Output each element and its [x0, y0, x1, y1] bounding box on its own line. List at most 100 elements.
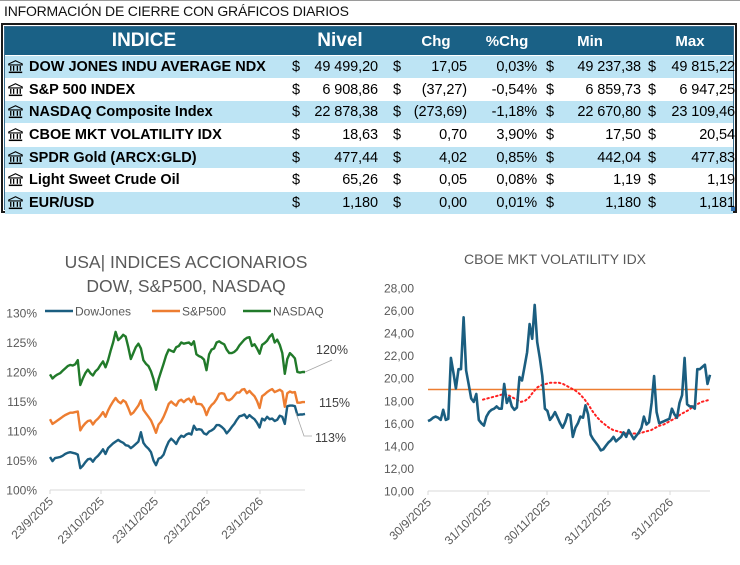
index-name-cell[interactable]: Light Sweet Crude Oil: [5, 170, 283, 192]
max-cell[interactable]: 477,83: [691, 149, 735, 166]
currency-symbol: $: [648, 81, 657, 98]
max-cell[interactable]: 1,19: [707, 172, 735, 189]
y-tick-label: 26,00: [384, 304, 414, 318]
currency-symbol: $: [393, 81, 402, 98]
bank-building-icon: [8, 128, 23, 142]
legend-label[interactable]: S&P500: [182, 305, 226, 319]
currency-symbol: $: [648, 58, 657, 75]
currency-symbol: $: [292, 149, 301, 166]
header-chg[interactable]: Chg: [421, 32, 451, 50]
currency-symbol: $: [546, 81, 555, 98]
legend-label[interactable]: DowJones: [75, 305, 131, 319]
table-row[interactable]: S&P 500 INDEX $6 908,86 $ (37,27) -0,54% $6 8…: [5, 77, 735, 101]
nivel-cell[interactable]: 18,63: [342, 126, 378, 143]
chg-cell[interactable]: 0,00: [439, 195, 467, 212]
pchg-cell[interactable]: -0,54%: [491, 81, 537, 98]
nivel-cell[interactable]: 1,180: [342, 195, 378, 212]
header-max[interactable]: Max: [675, 32, 705, 50]
x-tick-label: 23/11/2025: [109, 494, 161, 546]
chg-cell[interactable]: (37,27): [421, 81, 467, 98]
series-line-sp500: [48, 387, 305, 435]
chg-cell[interactable]: (273,69): [413, 104, 467, 121]
currency-symbol: $: [292, 126, 301, 143]
index-name: SPDR Gold (ARCX:GLD): [29, 149, 197, 166]
header-indice[interactable]: INDICE: [111, 30, 177, 51]
chg-cell[interactable]: 17,05: [431, 58, 467, 75]
nivel-cell[interactable]: 65,26: [342, 172, 378, 189]
table-row[interactable]: NASDAQ Composite Index $22 878,38 $ (273,69…: [5, 100, 735, 124]
leader-line: [304, 359, 333, 373]
y-tick-label: 100%: [6, 484, 37, 498]
header-pchg[interactable]: %Chg: [485, 32, 529, 50]
y-tick-label: 24,00: [384, 327, 414, 341]
chart-legend: DowJones S&P500 NASDAQ: [45, 305, 324, 319]
index-name-cell[interactable]: CBOE MKT VOLATILITY IDX: [5, 124, 283, 146]
pchg-cell[interactable]: 0,03%: [496, 58, 537, 75]
nivel-cell[interactable]: 22 878,38: [314, 104, 378, 121]
nivel-cell[interactable]: 49 499,20: [314, 58, 378, 75]
min-cell[interactable]: 1,19: [613, 172, 641, 189]
x-tick-label: 30/11/2025: [501, 495, 553, 547]
end-label-nasdaq: 120%: [316, 343, 348, 357]
header-min[interactable]: Min: [577, 32, 603, 50]
y-tick-label: 14,00: [384, 439, 414, 453]
table-row[interactable]: CBOE MKT VOLATILITY IDX $18,63 $0,70 3,90% $…: [5, 123, 735, 146]
y-tick-label: 125%: [6, 336, 37, 350]
bank-building-icon: [8, 105, 23, 119]
plot-area: [48, 330, 306, 470]
pchg-cell[interactable]: 0,01%: [496, 195, 537, 212]
top-border: [0, 0, 740, 1]
chart-subtitle: DOW, S&P500, NASDAQ: [86, 276, 285, 296]
index-name-cell[interactable]: EUR/USD: [5, 192, 283, 214]
table-row[interactable]: DOW JONES INDU AVERAGE NDX $49 499,20 $17,…: [5, 55, 735, 78]
max-cell[interactable]: 23 109,46: [671, 104, 735, 121]
nivel-cell[interactable]: 6 908,86: [322, 81, 378, 98]
header-nivel[interactable]: Nivel: [317, 30, 363, 51]
x-tick-label: 31/12/2025: [562, 495, 615, 548]
pchg-cell[interactable]: -1,18%: [491, 104, 537, 121]
end-labels: 120% 115% 113%: [295, 343, 350, 445]
max-cell[interactable]: 6 947,25: [679, 81, 735, 98]
table-row[interactable]: EUR/USD $1,180 $0,00 0,01% $1,180 $1,181: [5, 191, 735, 214]
currency-symbol: $: [648, 195, 657, 212]
legend-label[interactable]: NASDAQ: [273, 305, 324, 319]
y-axis: 100% 105% 110% 115% 120% 125% 130%: [6, 307, 37, 498]
currency-symbol: $: [546, 195, 555, 212]
max-cell[interactable]: 20,54: [699, 126, 735, 143]
currency-symbol: $: [546, 104, 555, 121]
index-name-cell[interactable]: SPDR Gold (ARCX:GLD): [5, 147, 283, 169]
min-cell[interactable]: 17,50: [605, 126, 641, 143]
index-name-cell[interactable]: DOW JONES INDU AVERAGE NDX: [5, 56, 283, 78]
max-cell[interactable]: 1,181: [699, 195, 735, 212]
chg-cell[interactable]: 0,05: [439, 172, 467, 189]
min-cell[interactable]: 442,04: [597, 149, 641, 166]
index-name-cell[interactable]: NASDAQ Composite Index: [5, 101, 283, 123]
currency-symbol: $: [393, 126, 402, 143]
index-name: DOW JONES INDU AVERAGE NDX: [29, 58, 266, 75]
pchg-cell[interactable]: 0,85%: [496, 149, 537, 166]
chg-cell[interactable]: 0,70: [439, 126, 467, 143]
currency-symbol: $: [546, 126, 555, 143]
max-cell[interactable]: 49 815,22: [671, 58, 735, 75]
pchg-cell[interactable]: 0,08%: [496, 172, 537, 189]
x-axis: 30/9/2025 31/10/2025 30/11/2025 31/12/2025 3…: [386, 490, 710, 548]
end-label-dowjones: 113%: [315, 431, 346, 445]
y-tick-label: 18,00: [384, 394, 414, 408]
min-cell[interactable]: 6 859,73: [585, 81, 641, 98]
min-cell[interactable]: 22 670,80: [577, 104, 641, 121]
table-resize-handle[interactable]: [731, 207, 735, 211]
pchg-cell[interactable]: 3,90%: [496, 126, 537, 143]
indices-chart-svg: USA| INDICES ACCIONARIOS DOW, S&P500, NA…: [6, 252, 350, 547]
nivel-cell[interactable]: 477,44: [334, 149, 378, 166]
min-cell[interactable]: 1,180: [605, 195, 641, 212]
chg-cell[interactable]: 4,02: [439, 149, 467, 166]
x-tick-label: 30/9/2025: [386, 495, 434, 543]
bank-building-icon: [8, 59, 23, 74]
index-name: EUR/USD: [29, 195, 95, 212]
currency-symbol: $: [546, 58, 555, 75]
table-row[interactable]: Light Sweet Crude Oil $65,26 $0,05 0,08% $1,…: [5, 168, 735, 192]
index-name-cell[interactable]: S&P 500 INDEX: [5, 79, 283, 101]
y-axis: 10,00 12,00 14,00 16,00 18,00 20,00 22,00 24,00…: [384, 282, 414, 499]
table-row[interactable]: SPDR Gold (ARCX:GLD) $477,44 $4,02 0,85% $44…: [5, 145, 735, 169]
min-cell[interactable]: 49 237,38: [577, 58, 641, 75]
